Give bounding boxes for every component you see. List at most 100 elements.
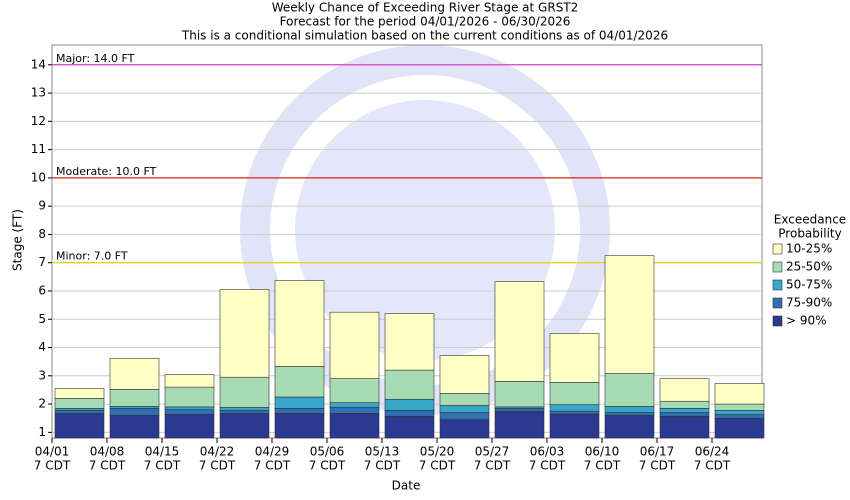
x-tick-label: 06/03 — [530, 445, 565, 459]
x-tick-sublabel: 7 CDT — [309, 459, 346, 473]
x-tick-label: 06/10 — [585, 445, 620, 459]
chart-title: This is a conditional simulation based o… — [181, 29, 668, 43]
bar-segment — [439, 355, 490, 394]
bar-segment — [329, 402, 380, 408]
bar-segment — [274, 396, 325, 409]
threshold-label: Minor: 7.0 FT — [56, 250, 128, 263]
bar-segment — [109, 408, 160, 416]
x-tick-label: 05/06 — [310, 445, 345, 459]
bar-segment — [714, 414, 765, 419]
bar-segment — [549, 333, 600, 383]
bar-segment — [329, 413, 380, 439]
bar-segment — [54, 398, 105, 409]
y-tick-label: 1 — [38, 425, 46, 439]
threshold-label: Moderate: 10.0 FT — [56, 165, 157, 178]
legend-label: 50-75% — [786, 278, 832, 292]
threshold-label: Major: 14.0 FT — [56, 52, 135, 65]
bar-segment — [439, 412, 490, 420]
bar-segment — [54, 413, 105, 439]
y-tick-label: 9 — [38, 199, 46, 213]
bar-segment — [494, 381, 545, 408]
bar-segment — [604, 412, 655, 416]
x-tick-sublabel: 7 CDT — [254, 459, 291, 473]
bar-segment — [549, 413, 600, 439]
bar-segment — [219, 376, 270, 408]
bar-segment — [604, 255, 655, 374]
legend-swatch — [772, 261, 783, 273]
x-tick-sublabel: 7 CDT — [639, 459, 676, 473]
y-tick-label: 13 — [31, 86, 46, 100]
legend-swatch — [772, 315, 783, 327]
x-tick-sublabel: 7 CDT — [144, 459, 181, 473]
x-tick-label: 04/15 — [145, 445, 180, 459]
y-tick-label: 8 — [38, 227, 46, 241]
x-tick-label: 04/22 — [200, 445, 235, 459]
bar-segment — [714, 403, 765, 411]
bar-segment — [329, 311, 380, 379]
legend-title: Probability — [778, 227, 841, 241]
bar-segment — [659, 400, 710, 409]
legend-swatch — [772, 297, 783, 309]
bar-segment — [274, 280, 325, 367]
x-tick-sublabel: 7 CDT — [89, 459, 126, 473]
bar-segment — [439, 405, 490, 413]
y-tick-label: 2 — [38, 397, 46, 411]
bar-segment — [384, 313, 435, 371]
y-tick-label: 11 — [31, 142, 46, 156]
bar-segment — [384, 415, 435, 439]
bar-segment — [494, 408, 545, 412]
bar-segment — [604, 373, 655, 407]
legend-label: 10-25% — [786, 242, 832, 256]
x-tick-sublabel: 7 CDT — [364, 459, 401, 473]
bar-segment — [659, 415, 710, 439]
bar-segment — [549, 410, 600, 415]
bar-segment — [384, 369, 435, 400]
bar-segment — [494, 281, 545, 382]
legend-swatch — [772, 243, 783, 255]
legend-label: 25-50% — [786, 260, 832, 274]
x-tick-sublabel: 7 CDT — [474, 459, 511, 473]
x-tick-sublabel: 7 CDT — [584, 459, 621, 473]
legend-label: > 90% — [786, 314, 827, 328]
bar-segment — [439, 393, 490, 406]
bar-segment — [274, 366, 325, 398]
bar-segment — [274, 413, 325, 439]
y-tick-label: 7 — [38, 255, 46, 269]
bar-segment — [164, 386, 215, 408]
legend-swatch — [772, 279, 783, 291]
bar-segment — [54, 388, 105, 399]
bar-segment — [219, 409, 270, 414]
x-tick-sublabel: 7 CDT — [419, 459, 456, 473]
x-tick-label: 04/01 — [35, 445, 70, 459]
bar-segment — [659, 378, 710, 402]
bar-segment — [109, 357, 160, 390]
bar-segment — [659, 408, 710, 413]
x-tick-label: 04/29 — [255, 445, 290, 459]
x-tick-sublabel: 7 CDT — [529, 459, 566, 473]
bar-segment — [714, 417, 765, 439]
x-tick-label: 05/27 — [475, 445, 510, 459]
bar-segment — [604, 415, 655, 439]
x-tick-sublabel: 7 CDT — [199, 459, 236, 473]
y-tick-label: 5 — [38, 312, 46, 326]
bar-segment — [659, 412, 710, 417]
bar-segment — [109, 415, 160, 439]
x-tick-label: 04/08 — [90, 445, 125, 459]
bar-segment — [384, 409, 435, 417]
x-tick-label: 06/17 — [640, 445, 675, 459]
bar-segment — [54, 409, 105, 414]
x-tick-label: 05/20 — [420, 445, 455, 459]
y-tick-label: 6 — [38, 283, 46, 297]
bar-segment — [329, 378, 380, 403]
chart-title: Forecast for the period 04/01/2026 - 06/… — [280, 15, 571, 29]
y-axis-label: Stage (FT) — [11, 209, 25, 271]
chart-title: Weekly Chance of Exceeding River Stage a… — [272, 1, 579, 15]
legend-label: 75-90% — [786, 296, 832, 310]
x-tick-label: 06/24 — [695, 445, 730, 459]
legend-title: Exceedance — [774, 213, 846, 227]
y-tick-label: 14 — [31, 57, 46, 71]
bar-segment — [219, 289, 270, 378]
y-tick-label: 3 — [38, 368, 46, 382]
x-tick-sublabel: 7 CDT — [34, 459, 71, 473]
